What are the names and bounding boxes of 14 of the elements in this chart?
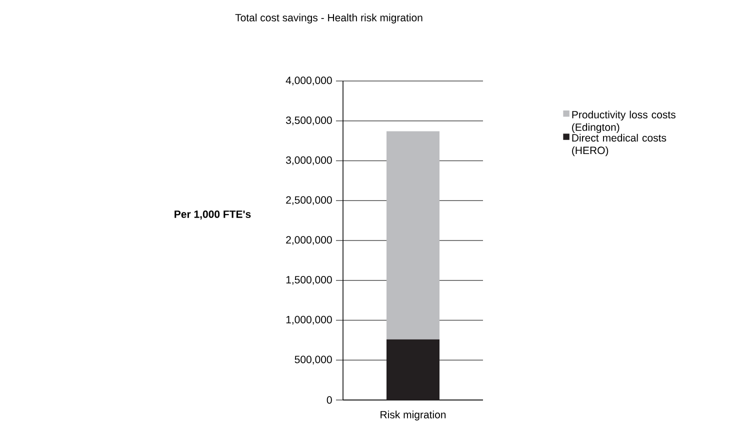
y-tick-label: 1,500,000 [286,276,332,285]
legend-label: Direct medical costs (HERO) [572,134,666,156]
y-tick-label: 0 [326,396,332,404]
y-tick-label: 1,000,000 [286,316,332,325]
y-tick-label: 4,000,000 [286,76,332,86]
y-tick-label: 3,500,000 [286,116,332,126]
legend-label: Productivity loss costs (Edington) [572,110,676,133]
y-tick-label: 2,000,000 [286,236,332,245]
chart-title: Total cost savings - Health risk migration [235,14,422,24]
y-tick-label: 500,000 [294,356,332,364]
y-axis-title: Per 1,000 FTE's [174,210,251,220]
y-tick-label: 3,000,000 [286,156,332,166]
y-tick-label: 2,500,000 [286,196,332,205]
x-tick-label: Risk migration [380,410,446,420]
